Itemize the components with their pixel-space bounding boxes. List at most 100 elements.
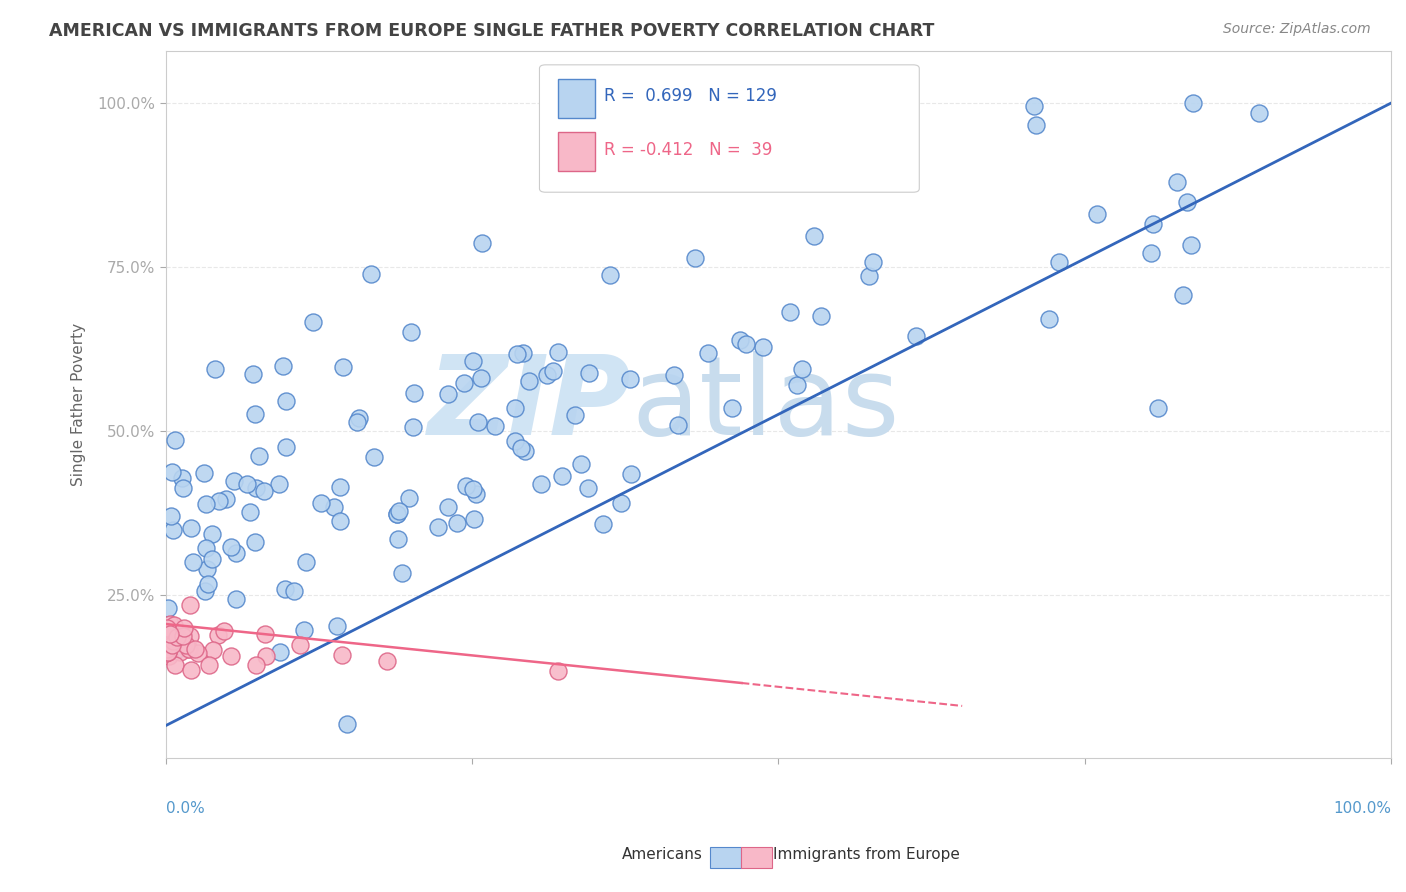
Point <box>1175 195 1198 210</box>
Bar <box>558 79 595 118</box>
Point <box>155 624 177 638</box>
Point <box>385 507 408 521</box>
Point <box>173 621 195 635</box>
Point <box>662 368 685 383</box>
Point <box>619 372 641 386</box>
Point <box>503 401 526 415</box>
Point <box>399 325 422 339</box>
Point <box>349 411 371 425</box>
Point <box>721 401 744 415</box>
Point <box>169 645 191 659</box>
Point <box>329 514 352 528</box>
Point <box>184 641 207 656</box>
Point <box>215 491 238 506</box>
Point <box>569 457 592 471</box>
Point <box>201 552 224 566</box>
Point <box>530 477 553 491</box>
Point <box>517 374 540 388</box>
Point <box>160 466 183 480</box>
Point <box>550 468 572 483</box>
Point <box>179 642 201 657</box>
Point <box>274 440 297 454</box>
Point <box>1085 207 1108 221</box>
Point <box>274 582 297 597</box>
Point <box>204 362 226 376</box>
Text: R =  0.699   N = 129: R = 0.699 N = 129 <box>605 87 778 105</box>
Point <box>375 654 398 668</box>
Point <box>735 337 758 351</box>
Point <box>463 353 485 368</box>
Point <box>163 657 186 672</box>
Point <box>752 340 775 354</box>
Point <box>166 630 188 644</box>
Point <box>1181 96 1204 111</box>
Point <box>402 419 425 434</box>
Point <box>157 645 180 659</box>
Point <box>202 643 225 657</box>
Point <box>243 534 266 549</box>
Point <box>159 509 181 524</box>
Point <box>484 419 506 434</box>
Point <box>387 532 409 546</box>
Point <box>247 449 270 463</box>
Point <box>336 717 359 731</box>
Point <box>790 362 813 376</box>
Point <box>301 315 323 329</box>
Point <box>245 658 267 673</box>
Point <box>1166 175 1188 189</box>
Point <box>905 328 928 343</box>
Text: Immigrants from Europe: Immigrants from Europe <box>773 847 960 862</box>
Text: ZIP: ZIP <box>427 351 631 458</box>
Text: R = -0.412   N =  39: R = -0.412 N = 39 <box>605 141 773 159</box>
Point <box>239 505 262 519</box>
Point <box>242 367 264 381</box>
Point <box>453 376 475 390</box>
Point <box>156 641 179 656</box>
Point <box>254 627 277 641</box>
Point <box>683 251 706 265</box>
Point <box>157 645 180 659</box>
Point <box>427 520 450 534</box>
Point <box>404 386 426 401</box>
Text: atlas: atlas <box>631 351 900 458</box>
Point <box>207 628 229 642</box>
Point <box>1140 246 1163 260</box>
Point <box>463 512 485 526</box>
Point <box>195 562 218 576</box>
Point <box>162 638 184 652</box>
Bar <box>558 132 595 171</box>
Point <box>503 434 526 449</box>
Point <box>283 583 305 598</box>
Point <box>1173 287 1195 301</box>
Point <box>253 484 276 499</box>
Point <box>225 591 247 606</box>
Point <box>512 345 534 359</box>
Point <box>174 638 197 652</box>
Point <box>803 228 825 243</box>
Point <box>172 481 194 495</box>
Point <box>292 623 315 637</box>
Point <box>208 494 231 508</box>
Y-axis label: Single Father Poverty: Single Father Poverty <box>72 323 86 486</box>
Point <box>858 268 880 283</box>
Point <box>309 496 332 510</box>
Point <box>157 601 180 615</box>
Point <box>1147 401 1170 415</box>
Point <box>276 393 298 408</box>
Point <box>1025 118 1047 132</box>
Point <box>385 507 408 521</box>
Point <box>592 516 614 531</box>
Point <box>862 254 884 268</box>
Point <box>163 618 186 632</box>
Point <box>1038 312 1060 326</box>
Point <box>330 648 353 663</box>
Point <box>536 368 558 383</box>
Point <box>398 491 420 506</box>
Point <box>170 471 193 485</box>
Point <box>195 541 218 556</box>
Point <box>696 345 718 359</box>
Point <box>221 540 243 554</box>
Point <box>269 645 291 659</box>
Point <box>325 619 347 633</box>
Point <box>509 442 531 456</box>
